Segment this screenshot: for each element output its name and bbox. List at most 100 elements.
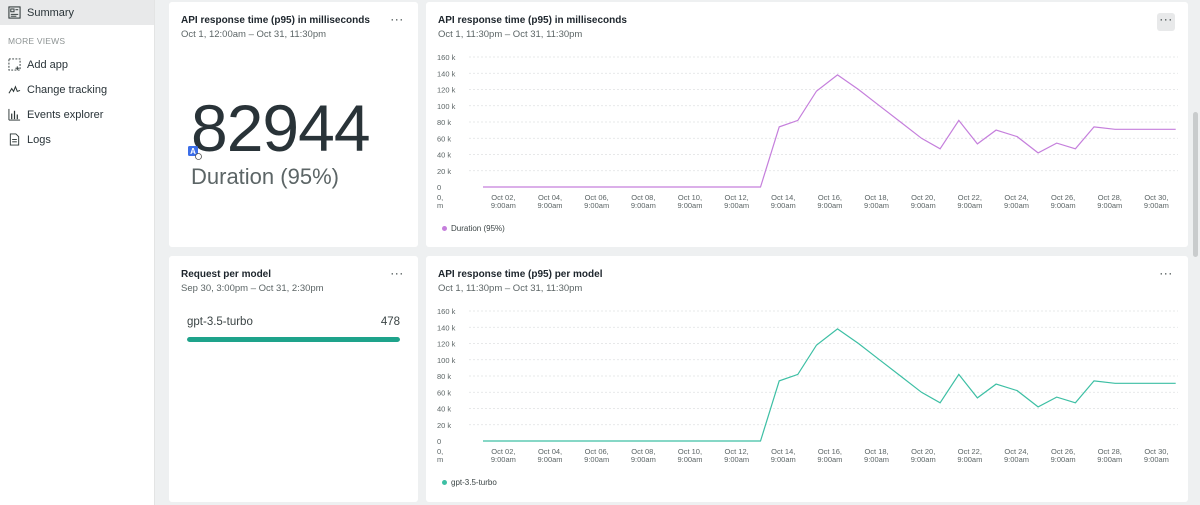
y-tick-label: 80 k — [437, 372, 451, 381]
more-options-icon[interactable]: ··· — [1157, 13, 1175, 31]
y-tick-label: 100 k — [437, 356, 456, 365]
x-tick-label: 9:00am — [1051, 455, 1076, 464]
x-tick-label: Oct 02, — [491, 447, 515, 456]
y-tick-label: 120 k — [437, 86, 456, 95]
x-tick-label: 9:00am — [817, 201, 842, 210]
x-tick-label: 9:00am — [1097, 201, 1122, 210]
x-tick-label: 9:00am — [771, 201, 796, 210]
x-tick-label: 9:00am — [911, 201, 936, 210]
sidebar-item-summary[interactable]: Summary — [0, 0, 154, 25]
x-tick-label: 9:00am — [1097, 455, 1122, 464]
x-tick-label: 9:00am — [817, 455, 842, 464]
x-tick-label: 9:00am — [864, 201, 889, 210]
sidebar: Summary MORE VIEWS Add app Change tracki… — [0, 0, 155, 505]
x-tick-label: Oct 14, — [771, 447, 795, 456]
x-tick-label: Oct 20, — [911, 193, 935, 202]
change-tracking-icon — [8, 83, 21, 96]
x-tick-label: Oct 26, — [1051, 193, 1075, 202]
sidebar-item-label: Logs — [27, 133, 51, 146]
y-tick-label: 0 — [437, 437, 441, 446]
sidebar-item-add-app[interactable]: Add app — [0, 52, 154, 77]
x-tick-label: Oct 12, — [725, 193, 749, 202]
card-title: API response time (p95) per model — [438, 269, 603, 280]
duration-line-chart: 160 k 140 k 120 k 100 k 80 k 60 k 40 k 20 k 00,m… — [437, 53, 1178, 210]
y-tick-label: 40 k — [437, 151, 451, 160]
card-title: Request per model — [181, 269, 272, 280]
y-tick-label: 140 k — [437, 323, 456, 332]
billboard-label: Duration (95%) — [191, 164, 339, 189]
sidebar-item-logs[interactable]: Logs — [0, 127, 154, 152]
events-explorer-icon — [8, 108, 21, 121]
y-tick-label: 160 k — [437, 307, 456, 316]
x-tick-label: 9:00am — [584, 455, 609, 464]
x-tick-label: 9:00am — [957, 455, 982, 464]
card-title: API response time (p95) in milliseconds — [181, 15, 370, 26]
y-tick-label: 60 k — [437, 388, 451, 397]
x-tick-label: 9:00am — [1144, 201, 1169, 210]
y-tick-label: 140 k — [437, 69, 456, 78]
x-tick-label: 9:00am — [491, 455, 516, 464]
model-name: gpt-3.5-turbo — [187, 316, 253, 328]
series-line — [483, 328, 1176, 442]
x-tick-label: 9:00am — [771, 455, 796, 464]
x-tick-label: Oct 14, — [771, 193, 795, 202]
page-scrollbar[interactable] — [1193, 112, 1198, 257]
x-tick-label: Oct 16, — [818, 447, 842, 456]
x-tick-label: Oct 28, — [1098, 447, 1122, 456]
y-tick-label: 100 k — [437, 102, 456, 111]
model-line-chart-card: API response time (p95) per model Oct 1,… — [426, 256, 1188, 502]
x-tick-label: Oct 28, — [1098, 193, 1122, 202]
x-tick-label: 9:00am — [631, 201, 656, 210]
x-tick-label: 9:00am — [911, 455, 936, 464]
card-subtitle: Oct 1, 11:30pm – Oct 31, 11:30pm — [438, 29, 583, 40]
card-subtitle: Sep 30, 3:00pm – Oct 31, 2:30pm — [181, 283, 324, 294]
x-tick-label: 0, — [437, 447, 443, 456]
y-tick-label: 60 k — [437, 134, 451, 143]
x-tick-label: m — [437, 201, 443, 210]
legend-label: Duration (95%) — [451, 224, 505, 233]
x-tick-label: Oct 22, — [958, 193, 982, 202]
sidebar-item-label: Events explorer — [27, 108, 104, 121]
model-count: 478 — [380, 316, 400, 328]
more-options-icon[interactable]: ··· — [390, 266, 404, 280]
more-options-icon[interactable]: ··· — [1159, 266, 1173, 280]
sidebar-item-events-explorer[interactable]: Events explorer — [0, 102, 154, 127]
more-options-icon[interactable]: ··· — [390, 12, 404, 26]
model-line-chart: 160 k 140 k 120 k 100 k 80 k 60 k 40 k 20 k 00,m… — [437, 307, 1178, 464]
x-tick-label: Oct 12, — [725, 447, 749, 456]
x-tick-label: m — [437, 455, 443, 464]
x-tick-label: 9:00am — [538, 455, 563, 464]
legend-dot — [442, 226, 447, 231]
y-tick-label: 0 — [437, 183, 441, 192]
x-tick-label: Oct 04, — [538, 447, 562, 456]
card-subtitle: Oct 1, 12:00am – Oct 31, 11:30pm — [181, 29, 327, 40]
legend-dot — [442, 480, 447, 485]
chart-legend: Duration (95%) — [442, 224, 505, 233]
x-tick-label: Oct 18, — [864, 193, 888, 202]
sidebar-item-change-tracking[interactable]: Change tracking — [0, 77, 154, 102]
x-tick-label: Oct 18, — [864, 447, 888, 456]
x-tick-label: Oct 06, — [585, 447, 609, 456]
x-tick-label: Oct 24, — [1004, 447, 1028, 456]
sidebar-item-label: Change tracking — [27, 83, 108, 96]
y-tick-label: 40 k — [437, 405, 451, 414]
x-tick-label: 9:00am — [957, 201, 982, 210]
duration-line-chart-card: API response time (p95) in milliseconds … — [426, 2, 1188, 247]
x-tick-label: 9:00am — [631, 455, 656, 464]
x-tick-label: 9:00am — [1004, 201, 1029, 210]
x-tick-label: Oct 30, — [1144, 447, 1168, 456]
x-tick-label: Oct 04, — [538, 193, 562, 202]
x-tick-label: Oct 30, — [1144, 193, 1168, 202]
x-tick-label: 9:00am — [538, 201, 563, 210]
x-tick-label: Oct 10, — [678, 193, 702, 202]
x-tick-label: Oct 22, — [958, 447, 982, 456]
card-subtitle: Oct 1, 11:30pm – Oct 31, 11:30pm — [438, 283, 583, 294]
add-app-icon — [8, 58, 21, 71]
y-tick-label: 160 k — [437, 53, 456, 62]
x-tick-label: 9:00am — [677, 455, 702, 464]
chart-legend: gpt-3.5-turbo — [442, 478, 497, 487]
summary-icon — [8, 6, 21, 19]
x-tick-label: Oct 08, — [631, 193, 655, 202]
x-tick-label: Oct 02, — [491, 193, 515, 202]
x-tick-label: 9:00am — [1144, 455, 1169, 464]
